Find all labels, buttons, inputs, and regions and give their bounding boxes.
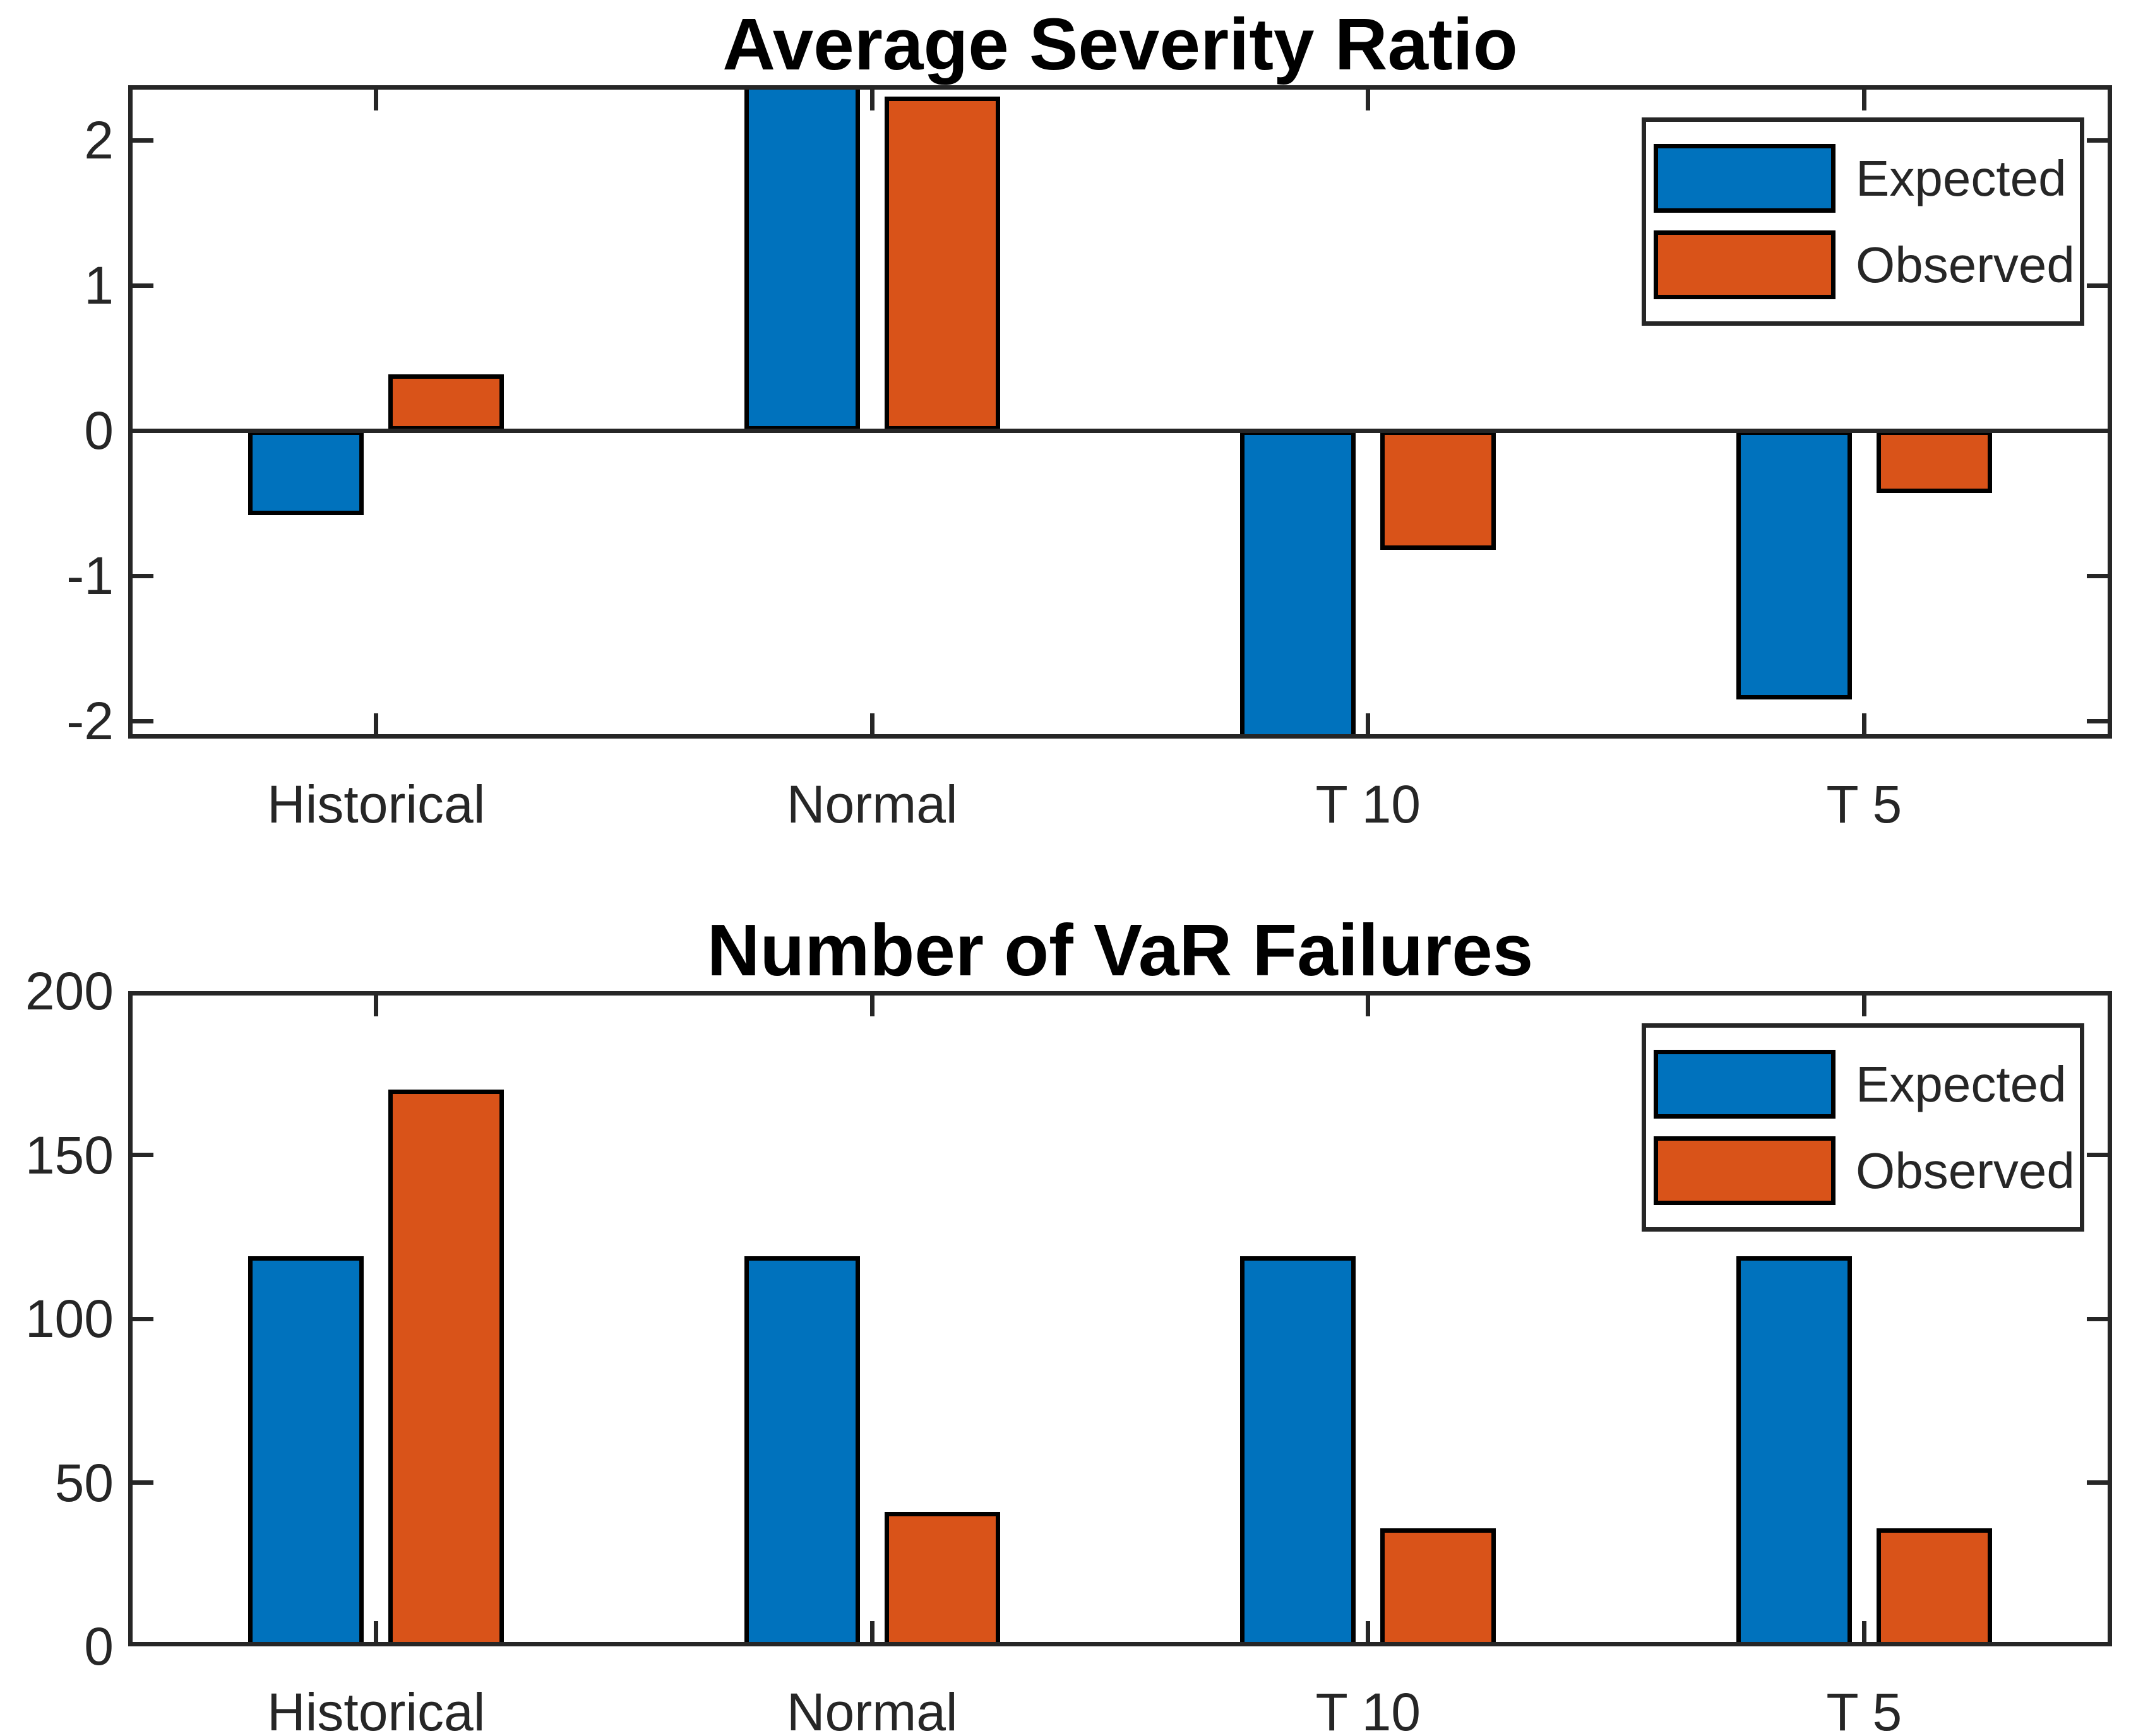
chart-title: Average Severity Ratio — [722, 3, 1518, 85]
y-tick-label: -1 — [66, 546, 114, 606]
bar-expected-normal — [744, 85, 860, 431]
bar-observed-historical — [388, 374, 504, 431]
zero-baseline — [128, 428, 2112, 433]
x-tick-top — [1861, 991, 1866, 1016]
bar-observed-t10 — [1380, 1528, 1496, 1646]
y-tick-right — [2087, 573, 2112, 578]
legend: Expected Observed — [1642, 117, 2084, 326]
x-category-label: Historical — [267, 775, 486, 834]
y-tick-left — [128, 718, 153, 723]
axis-spine-bottom — [128, 734, 2112, 739]
x-tick-top — [1366, 991, 1371, 1016]
legend-item-expected: Expected — [1654, 144, 2080, 213]
y-tick-left — [128, 1316, 153, 1321]
x-category-label: T 10 — [1315, 1682, 1421, 1736]
legend-swatch-observed — [1654, 1136, 1836, 1205]
y-tick-label: 200 — [25, 961, 114, 1021]
axis-spine-top — [128, 85, 2112, 90]
legend-swatch-observed — [1654, 230, 1836, 299]
bar-observed-historical — [388, 1089, 504, 1646]
x-category-label: T 5 — [1826, 775, 1902, 834]
x-tick-top — [374, 85, 379, 110]
x-tick-bottom — [1861, 1621, 1866, 1646]
legend-label: Observed — [1856, 1142, 2075, 1199]
legend: Expected Observed — [1642, 1023, 2084, 1232]
axis-spine-right — [2108, 85, 2112, 739]
y-tick-right — [2087, 718, 2112, 723]
bar-observed-normal — [884, 97, 1000, 431]
x-tick-top — [869, 991, 874, 1016]
y-tick-label: 0 — [84, 401, 114, 461]
y-tick-right — [2087, 1153, 2112, 1157]
bar-expected-historical — [248, 1256, 364, 1646]
x-tick-top — [374, 991, 379, 1016]
legend-item-expected: Expected — [1654, 1050, 2080, 1119]
legend-label: Observed — [1856, 236, 2075, 293]
x-tick-top — [1366, 85, 1371, 110]
y-tick-label: 0 — [84, 1617, 114, 1676]
bar-observed-t10 — [1380, 431, 1496, 550]
axis-spine-left — [128, 991, 133, 1646]
x-category-label: T 5 — [1826, 1682, 1902, 1736]
bar-expected-normal — [744, 1256, 860, 1646]
y-tick-label: 50 — [54, 1453, 114, 1513]
x-category-label: T 10 — [1315, 775, 1421, 834]
y-tick-left — [128, 283, 153, 288]
bar-observed-t5 — [1876, 1528, 1992, 1646]
y-tick-right — [2087, 1480, 2112, 1485]
plot-area: Expected Observed — [128, 991, 2112, 1646]
bar-expected-t5 — [1736, 431, 1852, 699]
bar-expected-t10 — [1240, 431, 1356, 739]
x-tick-top — [869, 85, 874, 110]
x-tick-top — [1861, 85, 1866, 110]
x-tick-bottom — [1861, 713, 1866, 739]
y-tick-label: 150 — [25, 1125, 114, 1185]
legend-item-observed: Observed — [1654, 230, 2080, 299]
bar-observed-t5 — [1876, 431, 1992, 494]
y-tick-left — [128, 573, 153, 578]
bar-observed-normal — [884, 1512, 1000, 1646]
bar-expected-t5 — [1736, 1256, 1852, 1646]
y-tick-right — [2087, 1316, 2112, 1321]
legend-swatch-expected — [1654, 144, 1836, 213]
axis-spine-right — [2108, 991, 2112, 1646]
x-tick-bottom — [869, 713, 874, 739]
bar-expected-historical — [248, 431, 364, 515]
x-category-label: Normal — [786, 1682, 958, 1736]
legend-swatch-expected — [1654, 1050, 1836, 1119]
legend-label: Expected — [1856, 150, 2067, 206]
axis-spine-left — [128, 85, 133, 739]
axis-spine-top — [128, 991, 2112, 996]
x-tick-bottom — [374, 1621, 379, 1646]
y-tick-left — [128, 1153, 153, 1157]
chart-title: Number of VaR Failures — [707, 909, 1534, 991]
bar-expected-t10 — [1240, 1256, 1356, 1646]
x-category-label: Normal — [786, 775, 958, 834]
x-tick-bottom — [374, 713, 379, 739]
y-tick-right — [2087, 283, 2112, 288]
y-tick-left — [128, 428, 153, 433]
y-tick-right — [2087, 428, 2112, 433]
y-tick-left — [128, 1480, 153, 1485]
y-tick-label: 100 — [25, 1289, 114, 1348]
axis-spine-bottom — [128, 1642, 2112, 1646]
legend-label: Expected — [1856, 1055, 2067, 1112]
plot-area: Expected Observed — [128, 85, 2112, 739]
y-tick-right — [2087, 138, 2112, 143]
x-category-label: Historical — [267, 1682, 486, 1736]
y-tick-left — [128, 138, 153, 143]
y-tick-label: -2 — [66, 691, 114, 751]
y-tick-label: 2 — [84, 110, 114, 170]
x-tick-bottom — [1366, 713, 1371, 739]
legend-item-observed: Observed — [1654, 1136, 2080, 1205]
x-tick-bottom — [869, 1621, 874, 1646]
x-tick-bottom — [1366, 1621, 1371, 1646]
y-tick-label: 1 — [84, 256, 114, 316]
